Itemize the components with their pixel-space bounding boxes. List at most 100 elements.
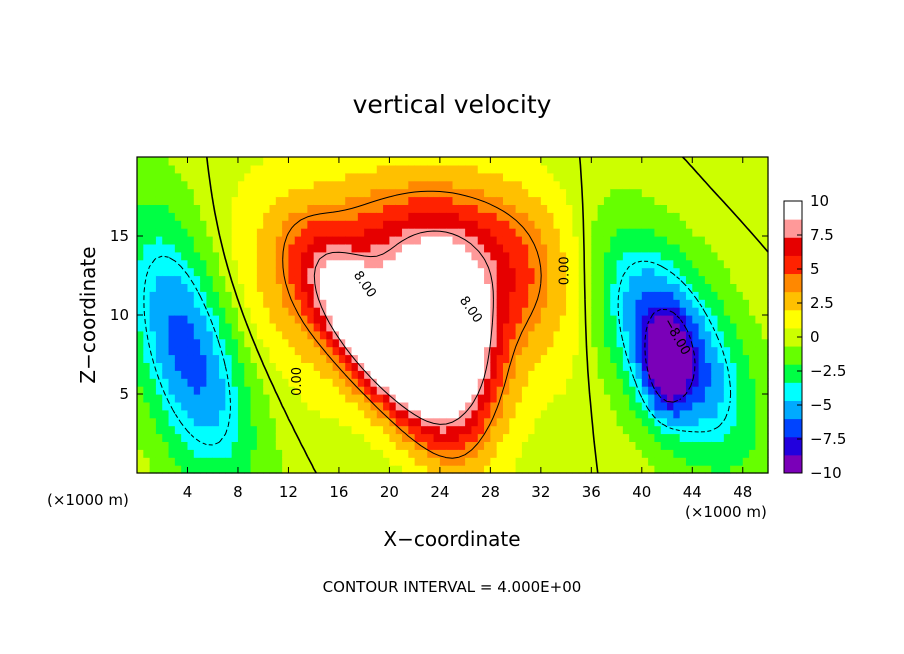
heat-cell: [244, 394, 252, 403]
heat-cell: [282, 164, 290, 174]
heat-cell: [502, 362, 510, 371]
heat-cell: [307, 315, 315, 324]
heat-cell: [420, 457, 428, 466]
heat-cell: [736, 157, 744, 166]
heat-cell: [206, 299, 214, 308]
heat-cell: [275, 346, 283, 356]
heat-cell: [465, 180, 473, 190]
heat-cell: [446, 196, 454, 205]
heat-cell: [307, 196, 315, 205]
heat-cell: [345, 362, 353, 371]
heat-cell: [723, 204, 731, 213]
heat-cell: [559, 220, 567, 229]
heat-cell: [679, 386, 687, 395]
heat-cell: [667, 204, 674, 213]
heat-cell: [364, 172, 372, 182]
heat-cell: [269, 164, 277, 174]
heat-cell: [540, 330, 548, 340]
heat-cell: [730, 465, 738, 474]
heat-cell: [181, 228, 189, 237]
heat-cell: [572, 457, 580, 466]
heat-cell: [458, 417, 466, 427]
heat-cell: [206, 346, 214, 356]
heat-cell: [559, 465, 567, 474]
heat-cell: [610, 362, 618, 371]
heat-cell: [597, 307, 605, 316]
heat-cell: [749, 275, 756, 284]
heat-cell: [603, 330, 611, 340]
heat-cell: [528, 417, 536, 427]
heat-cell: [307, 259, 315, 269]
heat-cell: [490, 354, 498, 363]
heat-cell: [528, 386, 536, 395]
heat-cell: [698, 417, 706, 427]
heat-cell: [269, 394, 277, 403]
heat-cell: [477, 441, 485, 450]
heat-cell: [673, 409, 681, 419]
heat-cell: [679, 449, 687, 458]
heat-cell: [294, 449, 302, 458]
heat-cell: [465, 228, 473, 237]
heat-cell: [181, 164, 189, 174]
heat-cell: [338, 220, 346, 229]
heat-cell: [452, 275, 460, 284]
heat-cell: [181, 251, 189, 261]
heat-cell: [616, 465, 624, 474]
heat-cell: [496, 338, 504, 348]
heat-cell: [591, 204, 599, 213]
heat-cell: [345, 188, 353, 198]
heat-cell: [673, 164, 681, 174]
heat-cell: [521, 457, 529, 466]
heat-cell: [408, 315, 416, 324]
heat-cell: [547, 362, 555, 371]
heat-cell: [402, 180, 409, 190]
heat-cell: [717, 433, 725, 442]
heat-cell: [540, 220, 548, 229]
heat-cell: [704, 441, 712, 450]
heat-cell: [326, 378, 334, 387]
heat-cell: [383, 172, 390, 182]
heat-cell: [420, 322, 428, 332]
heat-cell: [597, 204, 605, 213]
heat-cell: [338, 378, 346, 387]
heat-cell: [269, 243, 277, 253]
heat-cell: [755, 299, 763, 308]
heat-cell: [439, 338, 447, 348]
heat-cell: [685, 322, 693, 332]
heat-cell: [326, 243, 334, 253]
heat-cell: [200, 449, 208, 458]
heat-cell: [540, 370, 548, 379]
heat-cell: [256, 441, 264, 450]
heat-cell: [629, 338, 637, 348]
heat-cell: [326, 259, 334, 269]
heat-cell: [471, 172, 479, 182]
heat-cell: [496, 417, 504, 427]
heat-cell: [181, 259, 189, 269]
heat-cell: [383, 394, 390, 403]
heat-cell: [256, 346, 264, 356]
heat-cell: [515, 401, 523, 411]
heat-cell: [692, 457, 700, 466]
heat-cell: [622, 188, 630, 198]
heat-cell: [364, 386, 372, 395]
heat-cell: [446, 362, 454, 371]
heat-cell: [749, 228, 756, 237]
heat-cell: [420, 243, 428, 253]
heat-cell: [534, 204, 542, 213]
heat-cell: [648, 394, 656, 403]
heat-cell: [635, 425, 643, 435]
heat-cell: [477, 188, 485, 198]
heat-cell: [622, 362, 630, 371]
heat-cell: [490, 322, 498, 332]
heat-cell: [465, 322, 473, 332]
heat-cell: [168, 378, 176, 387]
heat-cell: [622, 172, 630, 182]
heat-cell: [200, 236, 208, 245]
contour-line: [313, 230, 494, 425]
heat-cell: [484, 212, 491, 221]
heat-cell: [452, 188, 460, 198]
heat-cell: [162, 188, 170, 198]
heat-cell: [237, 417, 245, 427]
heat-cell: [225, 196, 233, 205]
heat-cell: [326, 307, 334, 316]
